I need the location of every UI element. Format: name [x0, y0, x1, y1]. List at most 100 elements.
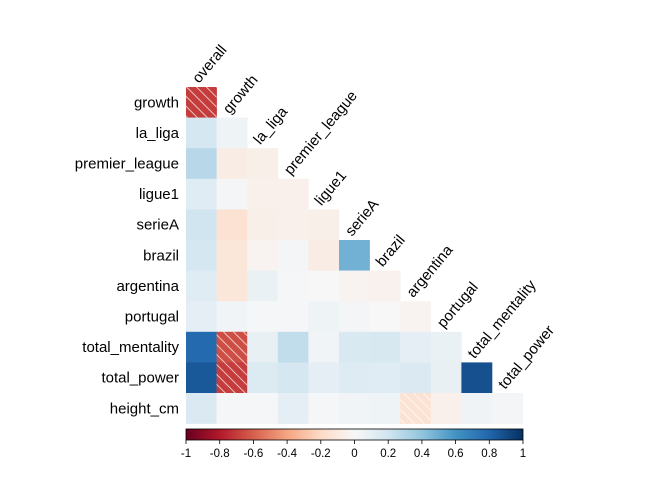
- row-label-growth: growth: [134, 94, 179, 111]
- heatmap-cell-argentina-growth: [216, 270, 248, 302]
- row-label-argentina: argentina: [116, 278, 179, 295]
- heatmap-cell-total_mentality-argentina: [400, 331, 432, 363]
- heatmap-cell-total_power-premier_league: [277, 362, 309, 394]
- row-label-height_cm: height_cm: [110, 400, 179, 417]
- row-label-ligue1: ligue1: [139, 186, 179, 203]
- heatmap-cell-brazil-serieA: [339, 240, 370, 271]
- heatmap-cell-portugal-la_liga: [247, 301, 279, 333]
- heatmap-cell-la_liga-growth: [216, 117, 248, 149]
- heatmap-cell-height_cm-total_mentality: [461, 393, 493, 424]
- heatmap-cell-serieA-overall: [186, 209, 217, 241]
- heatmap-cell-serieA-ligue1: [308, 209, 340, 241]
- row-label-premier_league: premier_league: [75, 156, 179, 173]
- row-label-portugal: portugal: [125, 309, 179, 326]
- col-label-portugal: portugal: [434, 279, 482, 331]
- colorbar-tick-label: 0: [351, 448, 357, 460]
- heatmap-cell-argentina-la_liga: [247, 270, 279, 302]
- row-label-serieA: serieA: [136, 217, 179, 234]
- heatmap-cell-portugal-overall: [186, 301, 217, 333]
- colorbar-tick-label: -0.6: [243, 448, 263, 460]
- heatmap-cell-total_mentality-la_liga: [247, 331, 279, 363]
- heatmap-cell-argentina-premier_league: [277, 270, 309, 302]
- heatmap-cell-height_cm-growth: [216, 393, 248, 424]
- heatmap-cell-total_power-total_mentality: [461, 362, 493, 394]
- heatmap-cell-total_power-portugal: [430, 362, 462, 394]
- heatmap-cell-argentina-brazil: [369, 270, 401, 302]
- col-label-total_power: total_power: [495, 322, 558, 392]
- heatmap-cell-total_power-ligue1: [308, 362, 340, 394]
- colorbar-ticks: -1 -0.8 -0.6 -0.4 -0.2 0 0.2 0.4 0.6 0.8 1: [181, 440, 526, 460]
- heatmap-cell-ligue1-growth: [216, 178, 248, 210]
- colorbar-tick-label: -0.2: [311, 448, 331, 460]
- heatmap-cell-brazil-la_liga: [247, 240, 279, 271]
- col-label-overall: overall: [189, 42, 230, 87]
- hatch-mark: [216, 331, 248, 363]
- colorbar-tick-label: -0.4: [277, 448, 297, 460]
- row-label-total_mentality: total_mentality: [82, 339, 179, 356]
- hatch-mark: [186, 87, 217, 118]
- heatmap-cell-total_mentality-overall: [186, 331, 217, 363]
- heatmap-cell-premier_league-growth: [216, 148, 248, 180]
- colorbar-tick-label: 0.4: [414, 448, 431, 460]
- heatmap-cell-portugal-growth: [216, 301, 248, 333]
- heatmap-cell-portugal-brazil: [369, 301, 401, 333]
- heatmap-cell-total_power-argentina: [400, 362, 432, 394]
- colorbar-tick-label: -1: [181, 448, 191, 460]
- heatmap-cell-portugal-premier_league: [277, 301, 309, 333]
- heatmap-cell-height_cm-ligue1: [308, 393, 340, 424]
- heatmap-cell-argentina-overall: [186, 270, 217, 302]
- heatmap-cell-portugal-argentina: [400, 301, 432, 333]
- heatmap-cell-premier_league-overall: [186, 148, 217, 180]
- col-label-brazil: brazil: [373, 232, 409, 270]
- heatmap-cell-height_cm-serieA: [339, 393, 370, 424]
- row-label-la_liga: la_liga: [136, 125, 180, 142]
- colorbar-tick-label: 0.2: [380, 448, 396, 460]
- heatmap-cell-total_power-la_liga: [247, 362, 279, 394]
- heatmap-cell-total_mentality-ligue1: [308, 331, 340, 363]
- colorbar-tick-label: 0.8: [481, 448, 497, 460]
- heatmap-cell-la_liga-overall: [186, 117, 217, 149]
- heatmap-cell-height_cm-portugal: [430, 393, 462, 424]
- heatmap-cell-height_cm-brazil: [369, 393, 401, 424]
- row-label-brazil: brazil: [143, 247, 179, 264]
- heatmap-cell-height_cm-total_power: [492, 393, 523, 424]
- row-label-total_power: total_power: [101, 370, 179, 387]
- heatmap-cell-serieA-la_liga: [247, 209, 279, 241]
- heatmap-cell-serieA-premier_league: [277, 209, 309, 241]
- hatch-mark: [400, 393, 431, 424]
- colorbar-tick-label: 0.6: [448, 448, 464, 460]
- col-label-la_liga: la_liga: [250, 103, 291, 148]
- heatmap-cell-portugal-serieA: [339, 301, 370, 333]
- heatmap-cell-brazil-ligue1: [308, 240, 340, 271]
- heatmap-cell-portugal-ligue1: [308, 301, 340, 333]
- heatmap-cell-total_power-overall: [186, 362, 217, 394]
- row-labels: growth la_liga premier_league ligue1 serieA b…: [75, 94, 180, 417]
- heatmap-cell-brazil-growth: [216, 240, 248, 271]
- heatmap-cell-ligue1-premier_league: [277, 178, 309, 210]
- colorbar-gradient: [185, 428, 524, 441]
- heatmap-cell-height_cm-la_liga: [247, 393, 279, 424]
- heatmap-cell-total_mentality-serieA: [339, 331, 370, 363]
- heatmap-cell-total_power-brazil: [369, 362, 401, 394]
- heatmap-cell-brazil-overall: [186, 240, 217, 271]
- heatmap-cells: [186, 87, 523, 424]
- heatmap-cell-total_mentality-premier_league: [277, 331, 309, 363]
- heatmap-cell-brazil-premier_league: [277, 240, 309, 271]
- col-label-argentina: argentina: [403, 241, 457, 300]
- heatmap-cell-total_power-serieA: [339, 362, 370, 394]
- col-label-premier_league: premier_league: [281, 88, 361, 179]
- heatmap-cell-height_cm-overall: [186, 393, 217, 424]
- col-label-serieA: serieA: [342, 196, 382, 240]
- col-label-ligue1: ligue1: [311, 167, 350, 209]
- col-label-growth: growth: [220, 72, 262, 117]
- heatmap-cell-height_cm-premier_league: [277, 393, 309, 424]
- heatmap-cell-total_mentality-portugal: [430, 331, 462, 363]
- heatmap-cell-ligue1-overall: [186, 178, 217, 210]
- colorbar-tick-label: -0.8: [210, 448, 230, 460]
- heatmap-cell-serieA-growth: [216, 209, 248, 241]
- hatch-mark: [216, 362, 248, 393]
- colorbar: -1 -0.8 -0.6 -0.4 -0.2 0 0.2 0.4 0.6 0.8 1: [181, 428, 526, 460]
- colorbar-tick-label: 1: [520, 448, 526, 460]
- heatmap-cell-total_mentality-brazil: [369, 331, 401, 363]
